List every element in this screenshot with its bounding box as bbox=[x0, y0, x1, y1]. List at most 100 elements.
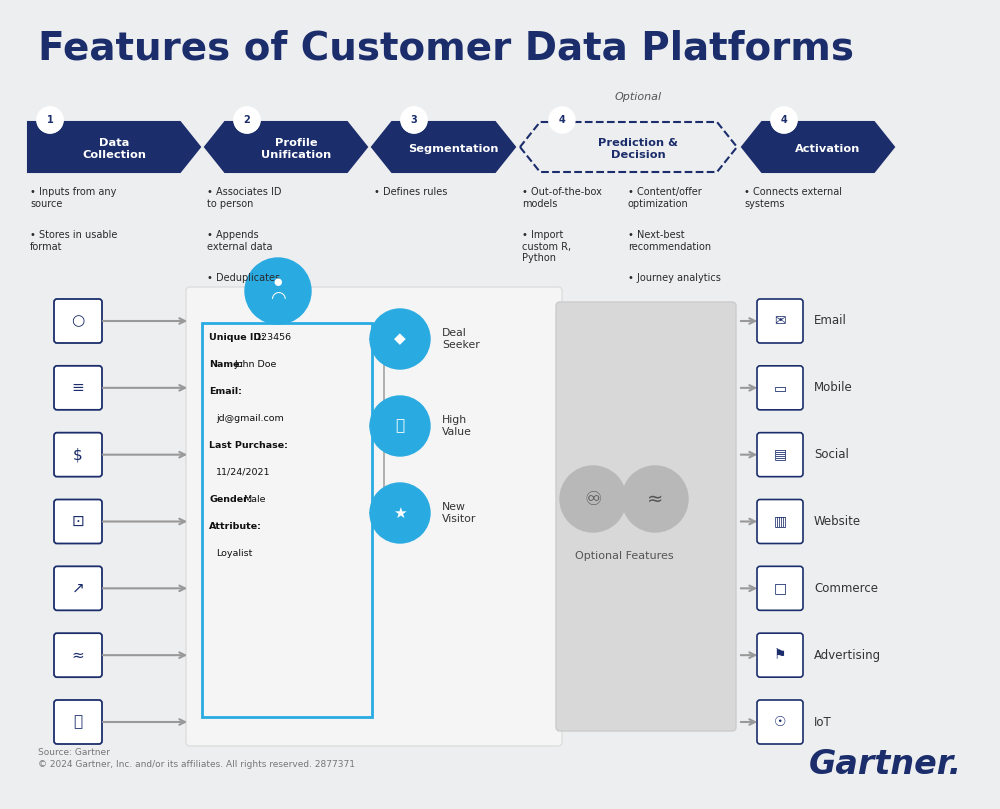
Circle shape bbox=[370, 309, 430, 369]
Text: Activation: Activation bbox=[795, 144, 861, 154]
Polygon shape bbox=[205, 122, 367, 172]
Text: Optional Features: Optional Features bbox=[575, 551, 673, 561]
FancyBboxPatch shape bbox=[54, 299, 102, 343]
Circle shape bbox=[37, 107, 63, 133]
FancyBboxPatch shape bbox=[757, 499, 803, 544]
Text: Commerce: Commerce bbox=[814, 582, 878, 595]
Text: ○: ○ bbox=[71, 314, 85, 328]
Circle shape bbox=[234, 107, 260, 133]
Text: • Appends
external data: • Appends external data bbox=[207, 230, 272, 252]
Text: Advertising: Advertising bbox=[814, 649, 881, 662]
Text: • Associates ID
to person: • Associates ID to person bbox=[207, 187, 282, 209]
Text: John Doe: John Doe bbox=[234, 360, 277, 369]
Text: ▥: ▥ bbox=[773, 515, 787, 528]
Text: 1: 1 bbox=[47, 115, 53, 125]
Text: ◆: ◆ bbox=[394, 332, 406, 346]
Text: • Defines rules: • Defines rules bbox=[374, 187, 447, 197]
Text: ☉: ☉ bbox=[774, 715, 786, 729]
Text: ▤: ▤ bbox=[773, 447, 787, 462]
FancyBboxPatch shape bbox=[757, 633, 803, 677]
Text: 4: 4 bbox=[559, 115, 565, 125]
Text: Website: Website bbox=[814, 515, 861, 528]
Text: © 2024 Gartner, Inc. and/or its affiliates. All rights reserved. 2877371: © 2024 Gartner, Inc. and/or its affiliat… bbox=[38, 760, 355, 769]
FancyBboxPatch shape bbox=[757, 566, 803, 610]
FancyBboxPatch shape bbox=[556, 302, 736, 731]
Text: Profile
Unification: Profile Unification bbox=[261, 138, 331, 160]
Polygon shape bbox=[372, 122, 515, 172]
Text: Email:: Email: bbox=[209, 387, 242, 396]
Polygon shape bbox=[28, 122, 200, 172]
Text: • Next-best
recommendation: • Next-best recommendation bbox=[628, 230, 711, 252]
Text: Source: Gartner: Source: Gartner bbox=[38, 748, 110, 757]
Text: New
Visitor: New Visitor bbox=[442, 502, 476, 523]
Text: • Out-of-the-box
models: • Out-of-the-box models bbox=[522, 187, 602, 209]
Text: IoT: IoT bbox=[814, 715, 832, 728]
Circle shape bbox=[401, 107, 427, 133]
FancyBboxPatch shape bbox=[186, 287, 562, 746]
Text: Mobile: Mobile bbox=[814, 381, 853, 394]
Text: Male: Male bbox=[243, 495, 266, 504]
Circle shape bbox=[771, 107, 797, 133]
Polygon shape bbox=[520, 122, 737, 172]
FancyBboxPatch shape bbox=[757, 299, 803, 343]
Text: 1: 1 bbox=[47, 115, 53, 125]
Text: • Deduplicates: • Deduplicates bbox=[207, 273, 280, 283]
Text: 2: 2 bbox=[244, 115, 250, 125]
Circle shape bbox=[234, 107, 260, 133]
Text: Segmentation: Segmentation bbox=[408, 144, 499, 154]
FancyBboxPatch shape bbox=[54, 433, 102, 477]
Text: Features of Customer Data Platforms: Features of Customer Data Platforms bbox=[38, 30, 854, 68]
FancyBboxPatch shape bbox=[54, 366, 102, 410]
Text: • Journey analytics: • Journey analytics bbox=[628, 273, 721, 283]
FancyBboxPatch shape bbox=[757, 366, 803, 410]
Text: ≈: ≈ bbox=[72, 648, 84, 663]
Circle shape bbox=[245, 258, 311, 324]
Text: 123456: 123456 bbox=[256, 333, 292, 342]
Circle shape bbox=[560, 466, 626, 532]
Circle shape bbox=[771, 107, 797, 133]
Text: ≈: ≈ bbox=[647, 489, 663, 509]
Text: ♾: ♾ bbox=[584, 489, 602, 509]
Text: ⌚: ⌚ bbox=[73, 714, 83, 730]
Text: Ⓢ: Ⓢ bbox=[395, 418, 405, 434]
Text: Gartner.: Gartner. bbox=[809, 748, 962, 781]
Text: 4: 4 bbox=[781, 115, 787, 125]
Polygon shape bbox=[742, 122, 894, 172]
FancyBboxPatch shape bbox=[54, 566, 102, 610]
Text: • Import
custom R,
Python: • Import custom R, Python bbox=[522, 230, 571, 263]
Text: ≡: ≡ bbox=[72, 380, 84, 396]
FancyBboxPatch shape bbox=[757, 700, 803, 744]
FancyBboxPatch shape bbox=[54, 633, 102, 677]
Text: ▭: ▭ bbox=[773, 381, 787, 395]
Text: ⚑: ⚑ bbox=[774, 648, 786, 663]
Text: Unique ID:: Unique ID: bbox=[209, 333, 265, 342]
Text: ●: ● bbox=[274, 277, 282, 287]
Text: Social: Social bbox=[814, 448, 849, 461]
Circle shape bbox=[549, 107, 575, 133]
Text: ↗: ↗ bbox=[72, 581, 84, 596]
Text: Last Purchase:: Last Purchase: bbox=[209, 441, 288, 450]
Circle shape bbox=[622, 466, 688, 532]
Text: • Connects external
systems: • Connects external systems bbox=[744, 187, 842, 209]
Text: ⊡: ⊡ bbox=[72, 514, 84, 529]
Text: Optional: Optional bbox=[615, 92, 662, 102]
Text: 2: 2 bbox=[244, 115, 250, 125]
Text: ✉: ✉ bbox=[774, 314, 786, 328]
Text: • Stores in usable
format: • Stores in usable format bbox=[30, 230, 117, 252]
Text: Name:: Name: bbox=[209, 360, 243, 369]
Circle shape bbox=[401, 107, 427, 133]
Text: jd@gmail.com: jd@gmail.com bbox=[216, 414, 284, 423]
Text: Attribute:: Attribute: bbox=[209, 522, 262, 531]
Text: $: $ bbox=[73, 447, 83, 462]
Text: 3: 3 bbox=[411, 115, 417, 125]
Text: • Inputs from any
source: • Inputs from any source bbox=[30, 187, 116, 209]
Text: • Content/offer
optimization: • Content/offer optimization bbox=[628, 187, 702, 209]
FancyBboxPatch shape bbox=[54, 700, 102, 744]
Text: Gender:: Gender: bbox=[209, 495, 252, 504]
Text: Data
Collection: Data Collection bbox=[82, 138, 146, 160]
Text: Loyalist: Loyalist bbox=[216, 549, 252, 558]
Text: 4: 4 bbox=[781, 115, 787, 125]
Circle shape bbox=[370, 396, 430, 456]
Text: Prediction &
Decision: Prediction & Decision bbox=[598, 138, 678, 160]
Text: ◠: ◠ bbox=[270, 289, 286, 307]
